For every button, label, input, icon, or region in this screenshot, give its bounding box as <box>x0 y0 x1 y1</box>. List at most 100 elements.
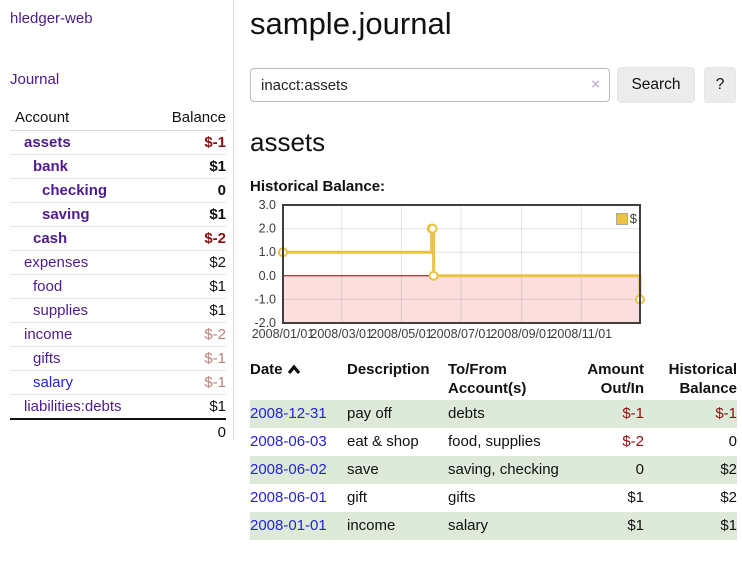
accounts-header-row: Account Balance <box>10 106 226 131</box>
svg-text:-1.0: -1.0 <box>254 292 276 306</box>
register-row: 2008-12-31 pay off debts $-1 $-1 <box>250 400 737 428</box>
register-cell-balance: 0 <box>728 433 737 450</box>
account-balance: $-2 <box>155 226 226 251</box>
page-title: sample.journal <box>250 6 452 41</box>
historical-balance-chart: 3.0 2.0 1.0 0.0 -1.0 -2.0 2008/01/01 2008/03/01… <box>250 198 737 343</box>
register-cell-balance: $2 <box>720 461 737 478</box>
register-cell-accounts: salary <box>448 517 489 534</box>
register-cell-description: pay off <box>347 405 392 422</box>
accounts-total-value: 0 <box>155 418 226 445</box>
chart-legend: $ <box>615 211 637 226</box>
transaction-date-link[interactable]: 2008-06-02 <box>250 461 327 478</box>
svg-text:2008/03/01: 2008/03/01 <box>310 327 373 341</box>
sidebar-account-link[interactable]: supplies <box>33 302 89 319</box>
search-button[interactable]: Search <box>617 67 695 103</box>
sidebar-account-link[interactable]: expenses <box>24 254 89 271</box>
register-cell-accounts: debts <box>448 405 485 422</box>
register-header-label: Description <box>347 361 430 378</box>
register-cell-amount: $1 <box>627 517 644 534</box>
register-row: 2008-06-02 save saving, checking 0 $2 <box>250 456 737 484</box>
register-row: 2008-06-01 gift gifts $1 $2 <box>250 484 737 512</box>
register-cell-amount: 0 <box>635 461 644 478</box>
register-header-row: Date Description To/From Account(s) Amount … <box>250 358 737 400</box>
account-balance: $1 <box>155 394 226 420</box>
sidebar-divider <box>233 0 234 440</box>
svg-text:2008/05/01: 2008/05/01 <box>370 327 433 341</box>
register-header-description[interactable]: Description <box>347 358 448 400</box>
sidebar-account-link[interactable]: cash <box>33 230 68 247</box>
sidebar-account-link[interactable]: checking <box>42 182 108 199</box>
sort-ascending-icon <box>287 364 300 375</box>
account-balance: $-1 <box>155 370 226 395</box>
register-cell-amount: $1 <box>627 489 644 506</box>
register-header-label: Amount Out/In <box>587 361 644 397</box>
sidebar-account-link[interactable]: income <box>24 326 73 343</box>
register-cell-description: income <box>347 517 396 534</box>
register-row: 2008-06-03 eat & shop food, supplies $-2 0 <box>250 428 737 456</box>
account-row: saving $1 <box>10 202 226 227</box>
search-input[interactable] <box>250 68 610 102</box>
account-row: gifts $-1 <box>10 346 226 371</box>
account-row: assets $-1 <box>10 130 226 155</box>
account-balance: $-2 <box>155 322 226 347</box>
sidebar-account-link[interactable]: salary <box>33 374 74 391</box>
register-cell-accounts: food, supplies <box>448 433 541 450</box>
transaction-date-link[interactable]: 2008-06-03 <box>250 433 327 450</box>
register-cell-balance: $1 <box>720 517 737 534</box>
account-balance: $2 <box>155 250 226 275</box>
legend-label: $ <box>629 211 637 226</box>
account-heading: assets <box>250 127 326 157</box>
account-row: liabilities:debts $1 <box>10 394 226 420</box>
svg-text:2008/01/01: 2008/01/01 <box>252 327 315 341</box>
register-header-date[interactable]: Date <box>250 358 347 400</box>
svg-text:-2.0: -2.0 <box>254 316 276 330</box>
search-form: × Search ? <box>250 67 737 103</box>
accounts-header-account: Account <box>10 106 156 131</box>
register-cell-accounts: saving, checking <box>448 461 559 478</box>
sidebar-account-link[interactable]: gifts <box>33 350 61 367</box>
register-cell-description: eat & shop <box>347 433 419 450</box>
register-header-label: Historical Balance <box>668 361 737 397</box>
svg-text:2008/09/01: 2008/09/01 <box>490 327 553 341</box>
account-balance: $1 <box>155 202 226 227</box>
search-box: × <box>250 68 610 102</box>
account-row: cash $-2 <box>10 226 226 251</box>
account-balance: $-1 <box>155 130 226 155</box>
register-cell-date: 2008-01-01 <box>250 512 347 540</box>
register-cell-amount: $-2 <box>622 433 644 450</box>
account-row: income $-2 <box>10 322 226 347</box>
svg-text:0.0: 0.0 <box>259 269 276 283</box>
main-content: sample.journal × Search ? assets Histori… <box>250 0 737 540</box>
account-balance: $-1 <box>155 346 226 371</box>
register-cell-description: save <box>347 461 379 478</box>
register-cell-date: 2008-12-31 <box>250 400 347 428</box>
sidebar-account-link[interactable]: assets <box>24 134 71 151</box>
register-cell-date: 2008-06-03 <box>250 428 347 456</box>
register-cell-amount: $-1 <box>622 405 644 422</box>
svg-text:1.0: 1.0 <box>259 245 276 259</box>
register-row: 2008-01-01 income salary $1 $1 <box>250 512 737 540</box>
help-button[interactable]: ? <box>704 67 736 103</box>
register-header-to-from-account-s[interactable]: To/From Account(s) <box>448 358 560 400</box>
accounts-total-spacer <box>10 418 156 445</box>
sidebar-account-link[interactable]: saving <box>42 206 90 223</box>
register-header-historical-balance[interactable]: Historical Balance <box>644 358 737 400</box>
brand-link[interactable]: hledger-web <box>10 10 93 27</box>
svg-text:2008/07/01: 2008/07/01 <box>430 327 493 341</box>
sidebar-account-link[interactable]: bank <box>33 158 69 175</box>
account-row: food $1 <box>10 274 226 299</box>
register-cell-balance: $-1 <box>715 405 737 422</box>
svg-text:2.0: 2.0 <box>259 222 276 236</box>
accounts-table: Account Balance assets $-1 bank $1 checking 0… <box>10 106 226 445</box>
transaction-date-link[interactable]: 2008-01-01 <box>250 517 327 534</box>
sidebar-account-link[interactable]: liabilities:debts <box>24 398 122 415</box>
svg-text:2008/11/01: 2008/11/01 <box>550 327 612 341</box>
transaction-date-link[interactable]: 2008-06-01 <box>250 489 327 506</box>
transaction-date-link[interactable]: 2008-12-31 <box>250 405 327 422</box>
sidebar-item-journal[interactable]: Journal <box>10 71 60 88</box>
register-cell-description: gift <box>347 489 368 506</box>
sidebar-account-link[interactable]: food <box>33 278 63 295</box>
register-header-amount-out-in[interactable]: Amount Out/In <box>560 358 644 400</box>
clear-search-icon[interactable]: × <box>591 76 600 93</box>
accounts-total-row: 0 <box>10 418 226 445</box>
